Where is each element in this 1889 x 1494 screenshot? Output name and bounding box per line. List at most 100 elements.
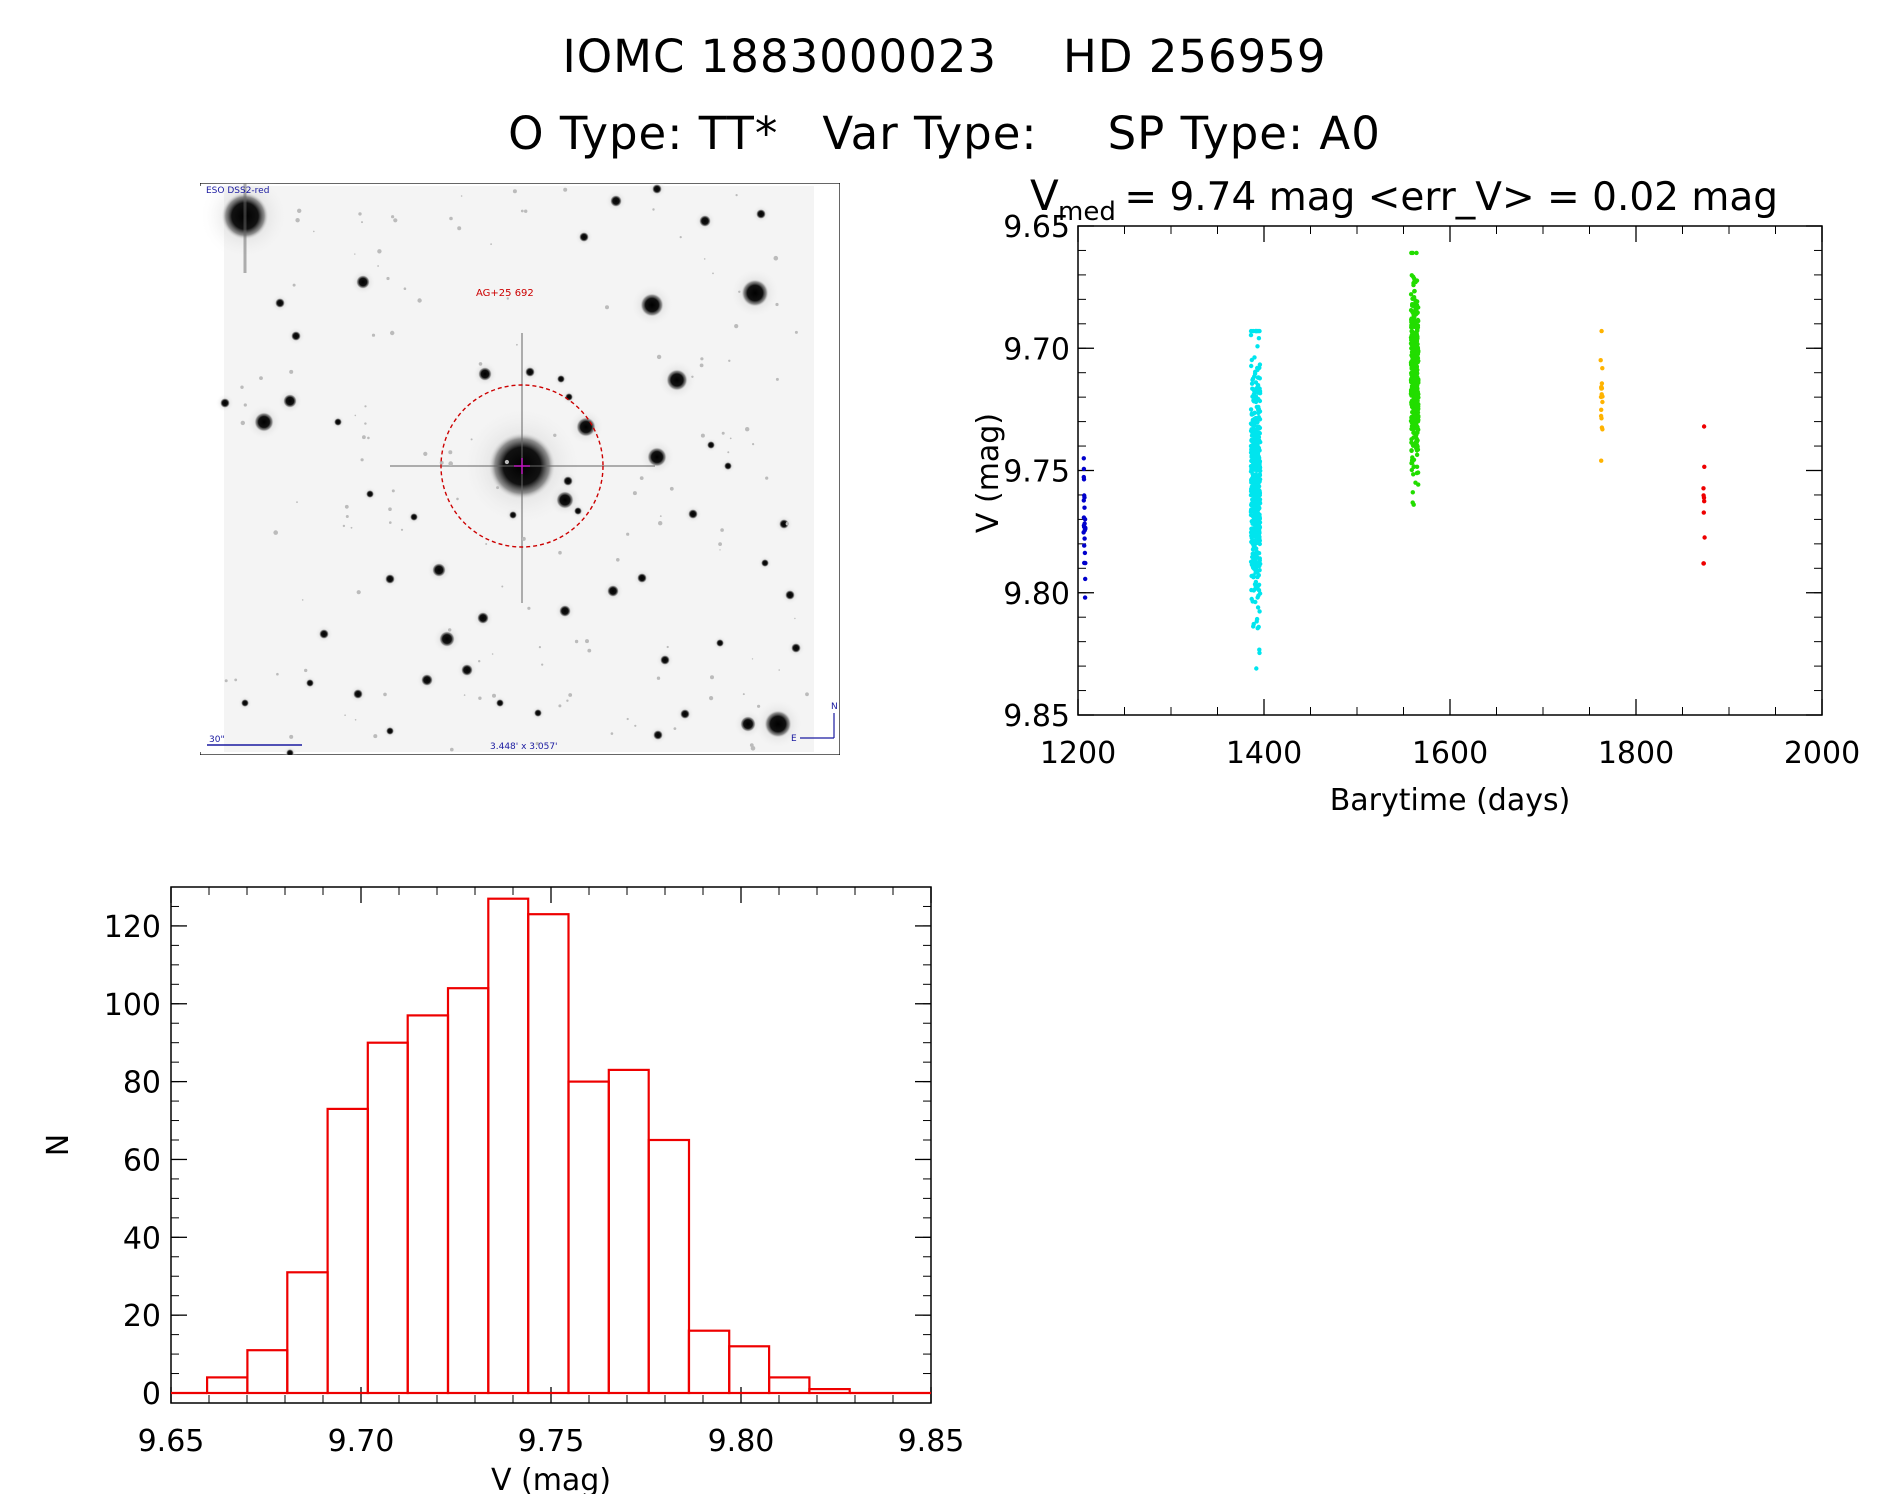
lc-point	[1600, 427, 1605, 432]
lc-point	[1257, 591, 1263, 596]
lc-point	[1081, 456, 1086, 461]
hist-ytick-label: 120	[104, 910, 161, 945]
sky-faint-star	[504, 459, 509, 465]
hist-xtick-label: 9.85	[898, 1424, 965, 1459]
lc-point	[1411, 282, 1416, 288]
sky-star	[756, 209, 766, 219]
sky-star	[610, 195, 622, 207]
sky-faint-star	[742, 693, 745, 696]
hist-bar	[487, 897, 530, 1395]
lc-point	[1248, 508, 1254, 514]
sky-star	[275, 298, 285, 308]
sky-faint-star	[383, 692, 387, 697]
sky-faint-star	[367, 436, 370, 440]
title-iomc-id: IOMC 1883000023	[562, 30, 997, 83]
lc-point	[1411, 464, 1416, 470]
sky-star	[241, 699, 249, 707]
sky-star	[740, 716, 756, 732]
sky-star	[283, 394, 297, 408]
sky-faint-star	[728, 359, 731, 362]
sky-faint-star	[470, 438, 473, 441]
lc-point	[1411, 430, 1416, 435]
sky-faint-star	[276, 672, 279, 676]
sky-faint-star	[450, 747, 454, 752]
lc-point	[1410, 490, 1415, 495]
lc-ytick-label: 9.70	[1003, 332, 1070, 367]
lc-point	[1255, 344, 1260, 349]
sky-faint-star	[639, 476, 644, 480]
lc-point	[1254, 619, 1259, 624]
lc-point	[1257, 465, 1263, 470]
light-curve-title-sub: med	[1058, 197, 1116, 227]
lc-xtick-label: 1800	[1598, 736, 1674, 771]
sky-star	[254, 412, 274, 432]
title-types: O Type: TT* Var Type: SP Type: A0	[0, 107, 1889, 160]
sky-star	[741, 279, 769, 307]
hist-bar	[286, 1271, 329, 1395]
sky-faint-star	[243, 403, 247, 407]
sky-faint-star	[345, 515, 349, 518]
lc-point	[1408, 389, 1414, 394]
lc-point	[1702, 464, 1707, 469]
lc-point	[1414, 354, 1419, 359]
lc-point	[1256, 551, 1262, 556]
lc-point	[1082, 560, 1087, 566]
sky-faint-star	[750, 746, 756, 751]
sky-faint-star	[296, 501, 298, 503]
lc-point	[1253, 451, 1259, 456]
lc-point	[1249, 458, 1254, 464]
light-curve-title-rest: = 9.74 mag <err_V> = 0.02 mag	[1112, 175, 1778, 220]
lc-point	[1256, 328, 1261, 334]
sky-faint-star	[492, 693, 496, 698]
sky-faint-star	[658, 521, 663, 526]
sky-faint-star	[448, 628, 452, 632]
lc-point	[1248, 421, 1254, 426]
sky-faint-star	[605, 305, 609, 310]
sky-star	[699, 215, 711, 227]
lc-point	[1251, 411, 1256, 416]
sky-faint-star	[805, 692, 809, 697]
sky-faint-star	[527, 606, 531, 610]
sky-star	[791, 643, 801, 653]
lc-point	[1413, 344, 1419, 349]
sky-faint-star	[516, 343, 518, 346]
sky-faint-star	[666, 645, 669, 649]
sky-faint-star	[240, 420, 245, 426]
lc-point	[1258, 468, 1263, 473]
object-name-label: AG+25 692	[476, 288, 534, 299]
lc-point	[1082, 493, 1087, 498]
sky-faint-star	[362, 435, 366, 440]
lc-point	[1409, 273, 1414, 278]
lc-point	[1081, 466, 1087, 472]
lc-point	[1412, 288, 1417, 294]
sky-faint-star	[700, 433, 705, 438]
lc-ytick-label: 9.80	[1003, 577, 1070, 612]
hist-ytick-label: 20	[123, 1299, 161, 1334]
sky-faint-star	[289, 369, 294, 374]
lc-point	[1082, 505, 1087, 510]
sky-faint-star	[360, 458, 364, 462]
sky-faint-star	[775, 302, 779, 307]
sky-star	[563, 476, 573, 486]
lc-point	[1252, 531, 1258, 536]
histogram-bars	[171, 897, 931, 1395]
lc-point	[1253, 398, 1258, 404]
sky-faint-star	[659, 515, 662, 517]
lc-xtick-label: 1200	[1040, 736, 1116, 771]
lc-point	[1411, 472, 1416, 477]
sky-faint-star	[778, 669, 780, 671]
sky-star	[421, 674, 433, 686]
lc-ytick-label: 9.65	[1003, 210, 1070, 245]
hist-bar	[366, 1041, 409, 1395]
sky-star	[306, 679, 314, 687]
lc-point	[1408, 292, 1414, 297]
target-circle	[440, 384, 604, 548]
sky-star	[688, 509, 698, 519]
lc-point	[1256, 336, 1262, 341]
lc-point	[1410, 324, 1415, 329]
hist-bar	[326, 1107, 370, 1395]
sky-faint-star	[361, 221, 363, 224]
sky-faint-star	[524, 209, 528, 213]
sky-faint-star	[729, 437, 732, 440]
sky-faint-star	[391, 489, 395, 493]
